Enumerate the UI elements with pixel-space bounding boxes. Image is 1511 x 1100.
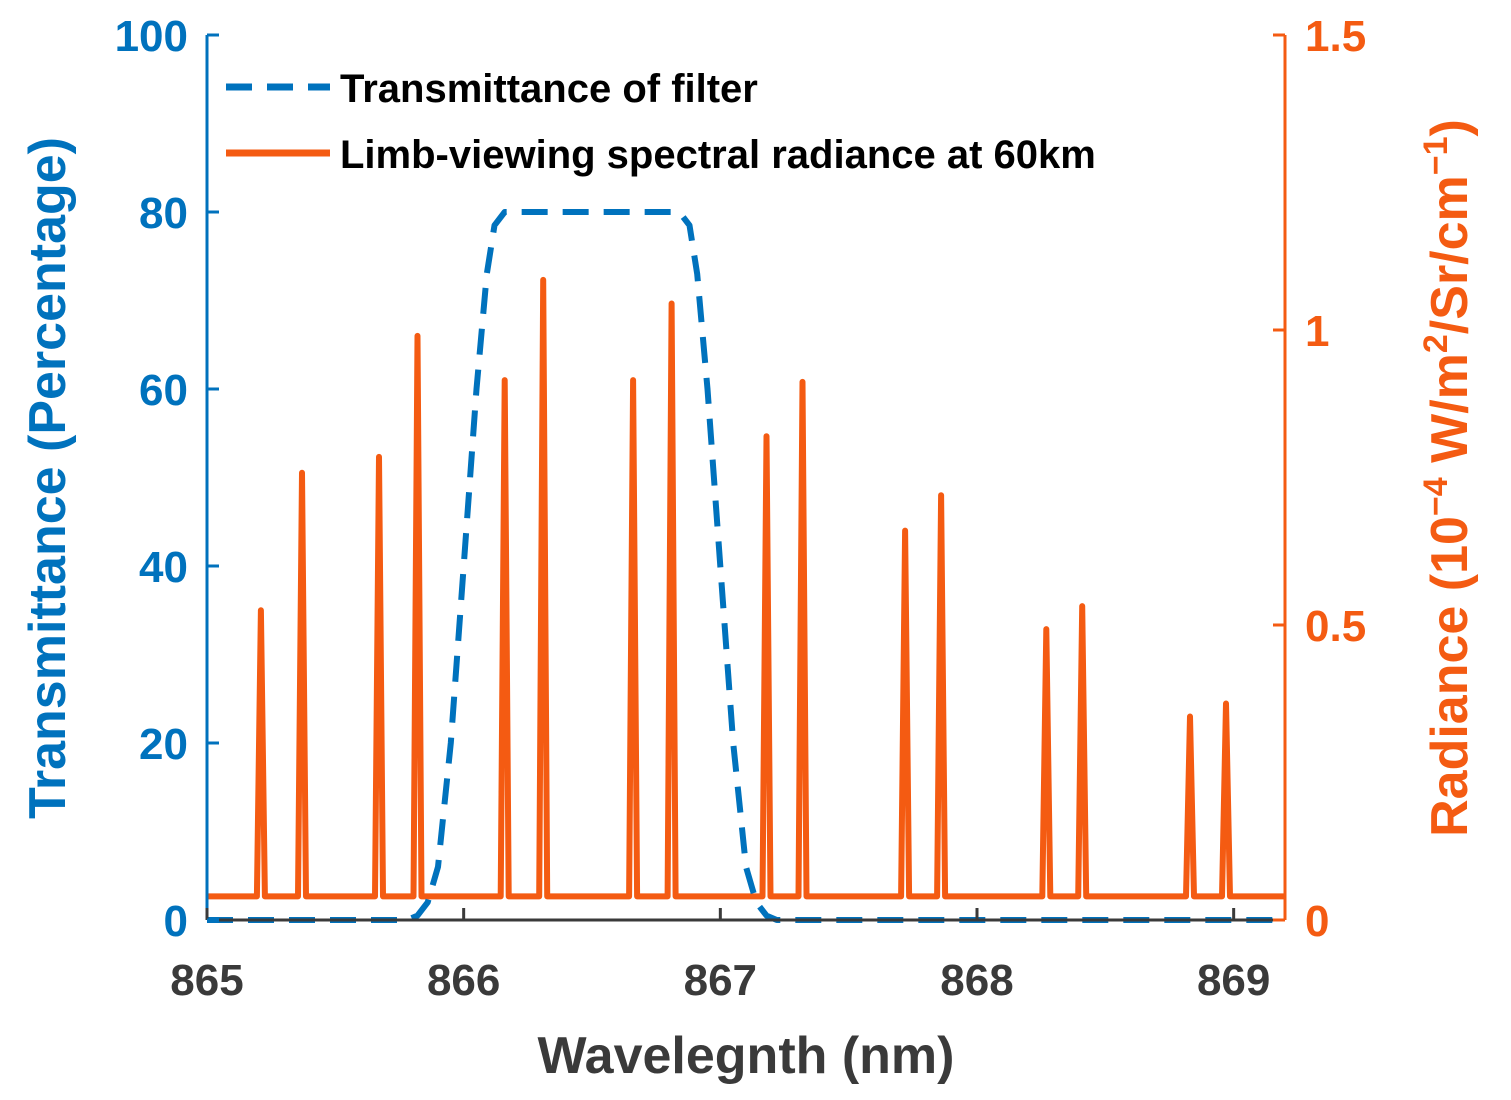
left-tick-label-100: 100 xyxy=(115,12,188,61)
right-axis-title-sup3: −1 xyxy=(1417,136,1455,175)
radiance-peak-14 xyxy=(1189,716,1191,717)
legend-background xyxy=(212,52,1282,192)
left-tick-label-80: 80 xyxy=(139,189,188,238)
legend-label-radiance: Limb-viewing spectral radiance at 60km xyxy=(340,133,1096,177)
right-axis-title-prefix: Radiance (10 xyxy=(1421,516,1479,837)
left-tick-label-60: 60 xyxy=(139,366,188,415)
right-axis-title-mid2: /Sr/cm xyxy=(1421,175,1479,334)
legend-label-transmittance: Transmittance of filter xyxy=(340,67,758,111)
radiance-peak-12 xyxy=(1045,628,1047,630)
left-tick-label-40: 40 xyxy=(139,543,188,592)
radiance-peak-11 xyxy=(940,494,942,496)
right-axis-title-suffix: ) xyxy=(1421,119,1479,136)
right-axis-title-mid: W/m xyxy=(1421,353,1479,477)
series-transmittance-line xyxy=(207,209,1285,923)
radiance-peak-15 xyxy=(1225,703,1227,704)
left-tick-label-20: 20 xyxy=(139,720,188,769)
right-axis-title-sup2: 2 xyxy=(1417,334,1455,353)
series-layer xyxy=(207,209,1285,923)
radiance-peak-0 xyxy=(260,609,262,611)
radiance-peak-6 xyxy=(632,379,634,381)
radiance-peak-1 xyxy=(301,472,303,474)
right-tick-label-2: 1 xyxy=(1305,307,1329,356)
radiance-peak-5 xyxy=(542,279,544,281)
right-axis-title-sup1: −4 xyxy=(1417,477,1455,516)
right-axis-title: Radiance (10−4 W/m2/Sr/cm−1) xyxy=(1417,119,1479,837)
right-tick-label-1: 0.5 xyxy=(1305,602,1366,651)
right-tick-label-0: 0 xyxy=(1305,897,1329,946)
x-tick-label-869: 869 xyxy=(1197,956,1270,1005)
x-axis-title: Wavelegnth (nm) xyxy=(538,1027,955,1085)
radiance-peak-7 xyxy=(671,303,673,304)
legend: Transmittance of filter Limb-viewing spe… xyxy=(212,52,1282,192)
right-tick-label-3: 1.5 xyxy=(1305,12,1366,61)
ticks-layer: 865 866 867 868 869 0 20 40 60 80 100 0 0.5 1 1.5 xyxy=(115,12,1367,1005)
x-tick-label-865: 865 xyxy=(170,956,243,1005)
x-tick-label-868: 868 xyxy=(940,956,1013,1005)
radiance-peak-10 xyxy=(904,530,906,532)
radiance-peak-13 xyxy=(1081,605,1083,607)
left-tick-label-0: 0 xyxy=(164,897,188,946)
radiance-peak-2 xyxy=(378,456,380,458)
x-tick-label-866: 866 xyxy=(427,956,500,1005)
radiance-peak-8 xyxy=(766,435,767,437)
left-axis-title: Transmittance (Percentage) xyxy=(19,137,77,819)
axes-frame xyxy=(205,35,1287,922)
radiance-peak-4 xyxy=(504,379,506,381)
radiance-peak-3 xyxy=(417,335,418,337)
series-radiance-line xyxy=(207,276,1285,900)
radiance-peak-9 xyxy=(802,381,803,383)
x-tick-label-867: 867 xyxy=(684,956,757,1005)
